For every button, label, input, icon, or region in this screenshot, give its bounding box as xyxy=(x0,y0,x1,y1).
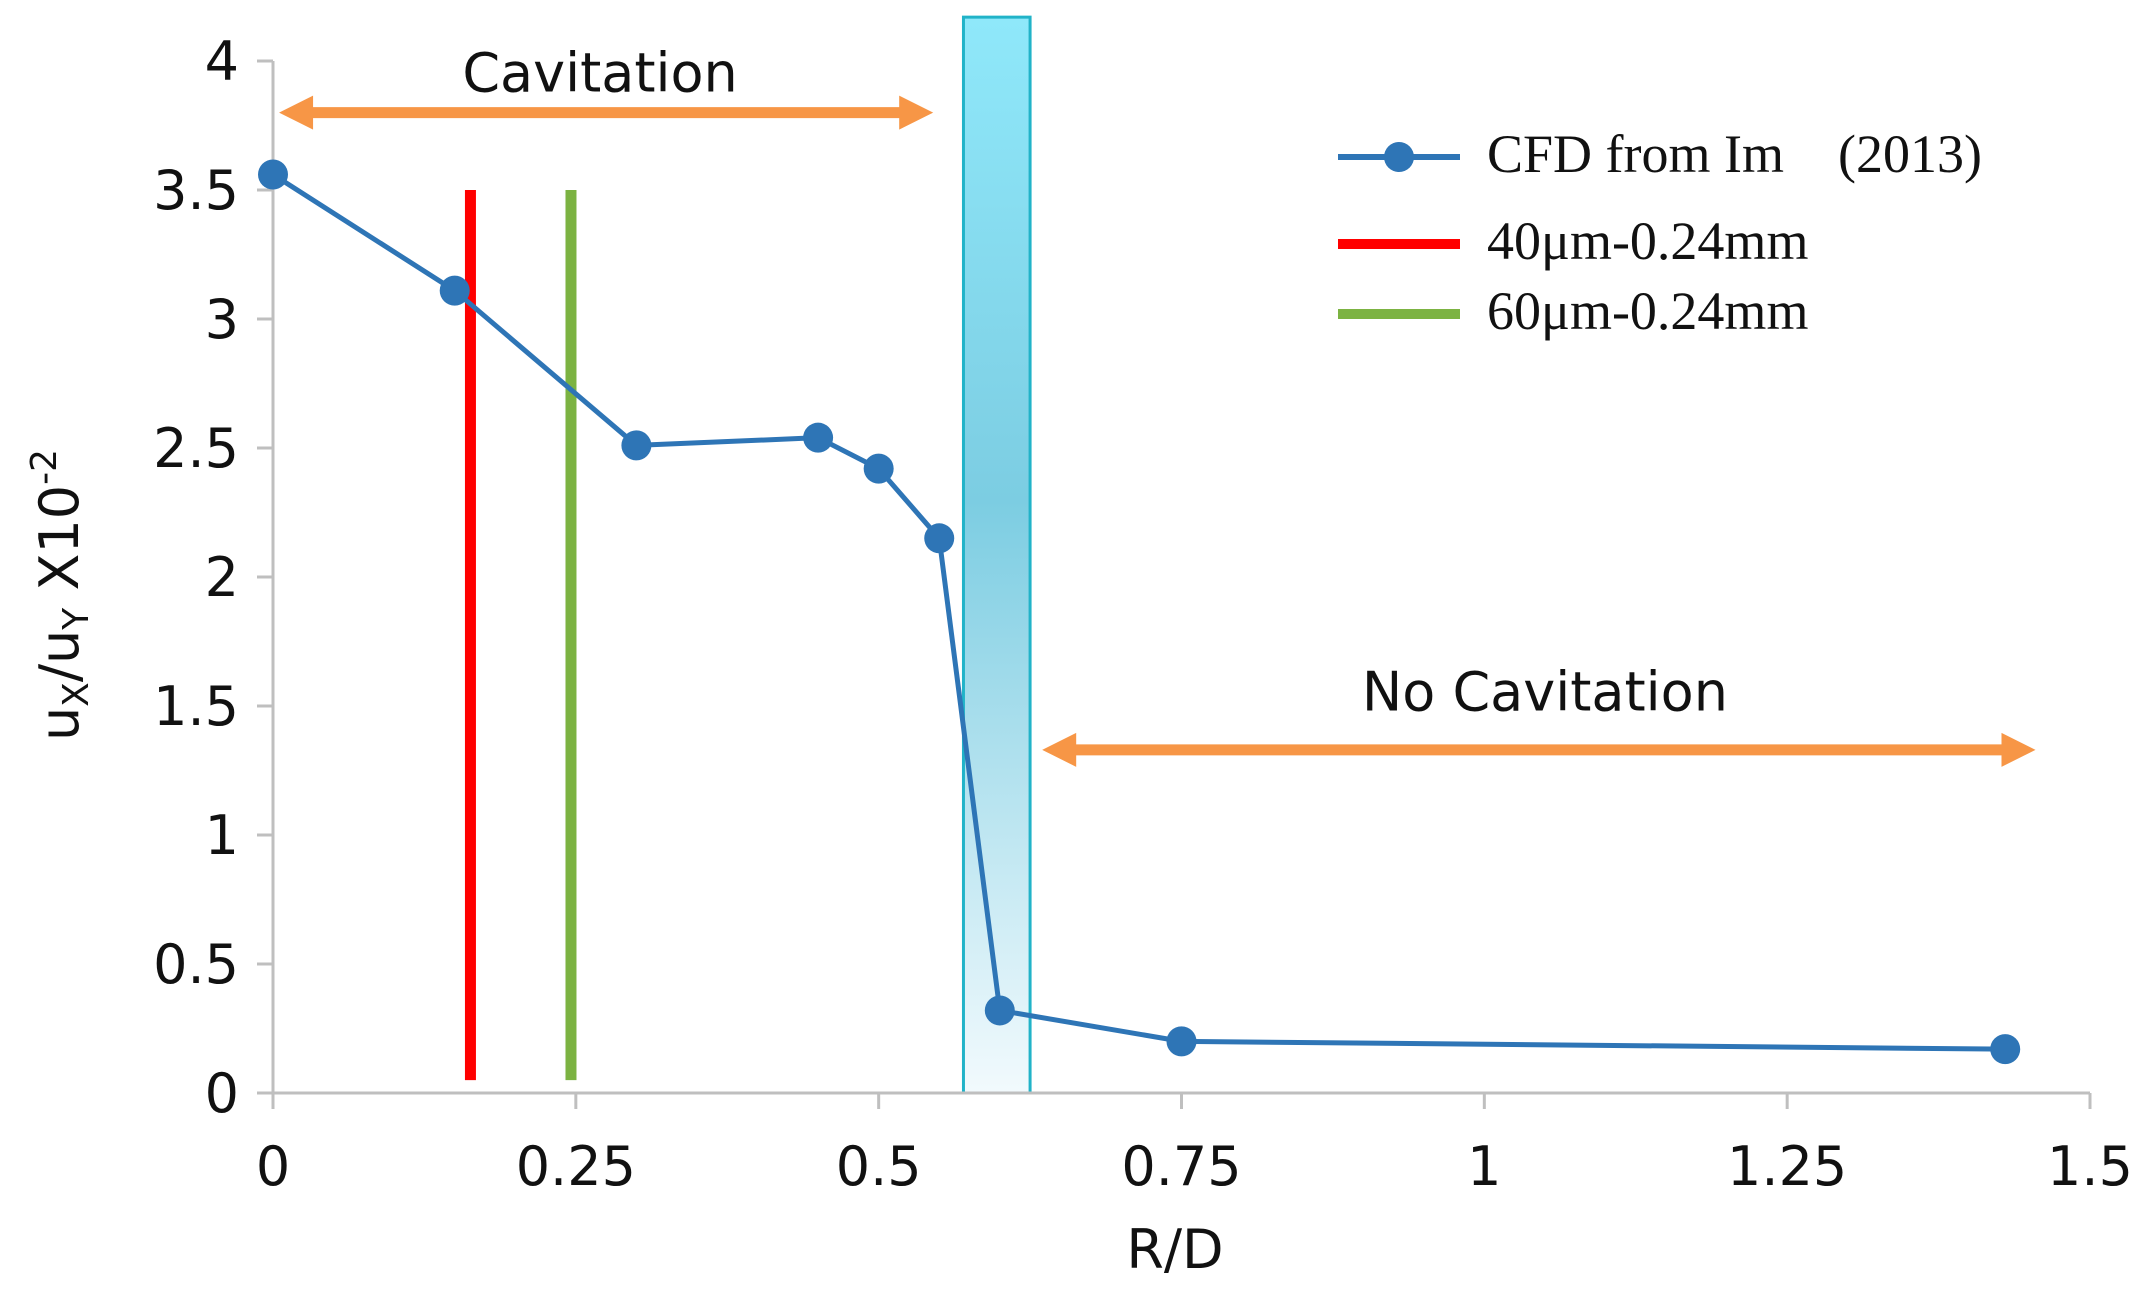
data-point xyxy=(863,453,894,484)
y-axis-label: uX/uY X10-2 xyxy=(24,449,97,741)
data-point xyxy=(1166,1026,1197,1057)
y-tick-label: 2.5 xyxy=(153,417,239,480)
legend-label-60um: 60μm-0.24mm xyxy=(1487,281,1808,341)
x-tick-label: 0.5 xyxy=(836,1135,922,1198)
y-tick-label: 1.5 xyxy=(153,675,239,738)
data-point xyxy=(984,995,1015,1026)
transition-band xyxy=(961,15,1032,1095)
no-cavitation-arrow-head-left xyxy=(1042,732,1077,767)
y-tick-label: 1 xyxy=(205,804,239,867)
y-tick-label: 4 xyxy=(205,30,239,93)
x-tick-label: 1.5 xyxy=(2047,1135,2133,1198)
no-cavitation-arrow-head-right xyxy=(2001,732,2036,767)
legend-entry-cfd: CFD from Im (2013) xyxy=(1338,124,1982,184)
data-point xyxy=(803,422,834,453)
no-cavitation-label: No Cavitation xyxy=(1362,661,1728,724)
x-tick-label: 1 xyxy=(1467,1135,1501,1198)
y-tick-label: 0 xyxy=(205,1062,239,1125)
x-axis-label: R/D xyxy=(1126,1218,1223,1281)
data-point xyxy=(1990,1034,2021,1065)
y-tick-label: 0.5 xyxy=(153,933,239,996)
legend-entry-40um: 40μm-0.24mm xyxy=(1338,211,1808,271)
legend-entry-60um: 60μm-0.24mm xyxy=(1338,281,1808,341)
legend-label-40um: 40μm-0.24mm xyxy=(1487,211,1808,271)
cavitation-arrow-head-right xyxy=(899,95,934,130)
legend: CFD from Im (2013) 40μm-0.24mm 60μm-0.24… xyxy=(1338,124,1982,341)
data-point xyxy=(258,159,288,190)
y-tick-label: 3.5 xyxy=(153,159,239,222)
x-tick-label: 0.75 xyxy=(1121,1135,1241,1198)
legend-label-cfd: CFD from Im (2013) xyxy=(1487,124,1982,184)
y-tick-label: 2 xyxy=(205,546,239,609)
data-point xyxy=(621,430,652,461)
data-point xyxy=(924,523,955,554)
data-point xyxy=(439,275,470,306)
x-tick-label: 1.25 xyxy=(1727,1135,1847,1198)
cavitation-label: Cavitation xyxy=(462,41,737,104)
cavitation-arrow-head-left xyxy=(279,95,314,130)
x-tick-label: 0 xyxy=(256,1135,290,1198)
y-tick-label: 3 xyxy=(205,288,239,351)
x-tick-label: 0.25 xyxy=(516,1135,636,1198)
